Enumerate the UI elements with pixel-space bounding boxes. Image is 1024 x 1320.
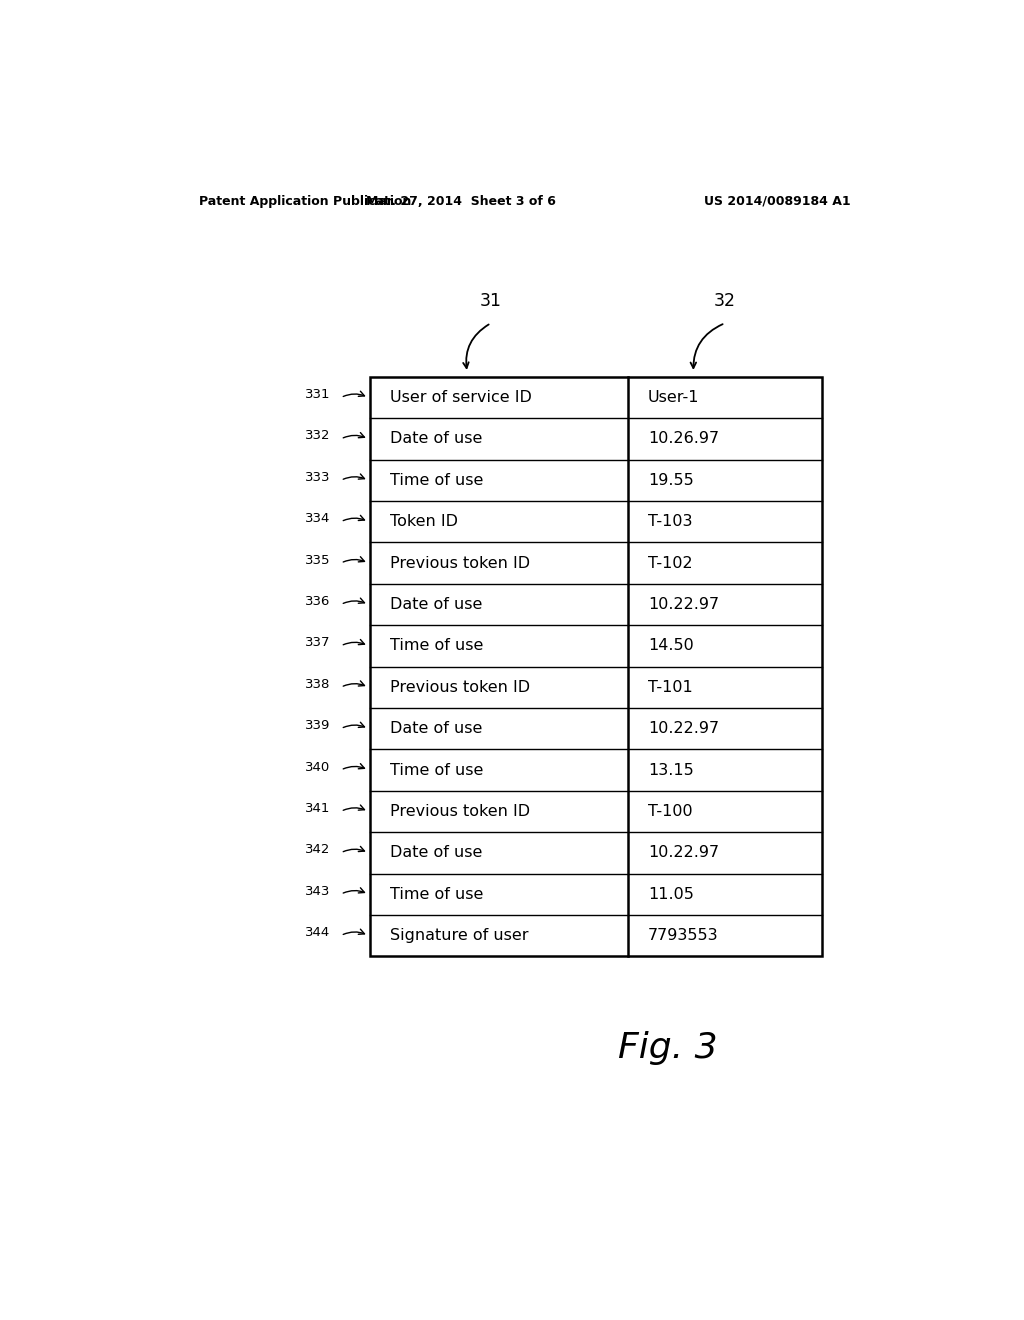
- Text: 31: 31: [480, 292, 502, 310]
- Text: 343: 343: [305, 884, 331, 898]
- Text: T-102: T-102: [648, 556, 692, 570]
- Text: 334: 334: [305, 512, 331, 525]
- Text: Signature of user: Signature of user: [390, 928, 528, 942]
- Text: Date of use: Date of use: [390, 432, 482, 446]
- Text: T-103: T-103: [648, 515, 692, 529]
- Text: 331: 331: [305, 388, 331, 401]
- Text: Time of use: Time of use: [390, 763, 483, 777]
- Text: 32: 32: [714, 292, 736, 310]
- Text: Date of use: Date of use: [390, 845, 482, 861]
- Text: 10.26.97: 10.26.97: [648, 432, 719, 446]
- Text: 11.05: 11.05: [648, 887, 693, 902]
- Text: 336: 336: [305, 595, 331, 609]
- Text: 332: 332: [305, 429, 331, 442]
- Text: Patent Application Publication: Patent Application Publication: [200, 194, 412, 207]
- Text: 10.22.97: 10.22.97: [648, 597, 719, 612]
- Text: Date of use: Date of use: [390, 721, 482, 737]
- Bar: [370, 378, 822, 956]
- Text: Previous token ID: Previous token ID: [390, 680, 530, 694]
- Text: 338: 338: [305, 677, 331, 690]
- Text: Previous token ID: Previous token ID: [390, 804, 530, 818]
- Text: Time of use: Time of use: [390, 473, 483, 488]
- Text: 339: 339: [305, 719, 331, 733]
- Text: Time of use: Time of use: [390, 887, 483, 902]
- Text: T-101: T-101: [648, 680, 692, 694]
- Text: Fig. 3: Fig. 3: [617, 1031, 718, 1065]
- Text: 13.15: 13.15: [648, 763, 693, 777]
- Text: Previous token ID: Previous token ID: [390, 556, 530, 570]
- Text: 333: 333: [305, 471, 331, 484]
- Text: Time of use: Time of use: [390, 639, 483, 653]
- Text: Date of use: Date of use: [390, 597, 482, 612]
- Text: Token ID: Token ID: [390, 515, 458, 529]
- Text: 7793553: 7793553: [648, 928, 719, 942]
- Text: 344: 344: [305, 927, 331, 939]
- Text: 19.55: 19.55: [648, 473, 693, 488]
- Text: 10.22.97: 10.22.97: [648, 845, 719, 861]
- Text: 10.22.97: 10.22.97: [648, 721, 719, 737]
- Text: User of service ID: User of service ID: [390, 391, 531, 405]
- Text: 342: 342: [305, 843, 331, 857]
- Text: 335: 335: [305, 553, 331, 566]
- Text: 337: 337: [305, 636, 331, 649]
- Text: US 2014/0089184 A1: US 2014/0089184 A1: [703, 194, 850, 207]
- Text: Mar. 27, 2014  Sheet 3 of 6: Mar. 27, 2014 Sheet 3 of 6: [367, 194, 556, 207]
- Text: 14.50: 14.50: [648, 639, 693, 653]
- Text: T-100: T-100: [648, 804, 692, 818]
- Text: User-1: User-1: [648, 391, 699, 405]
- Text: 341: 341: [305, 801, 331, 814]
- Text: 340: 340: [305, 760, 331, 774]
